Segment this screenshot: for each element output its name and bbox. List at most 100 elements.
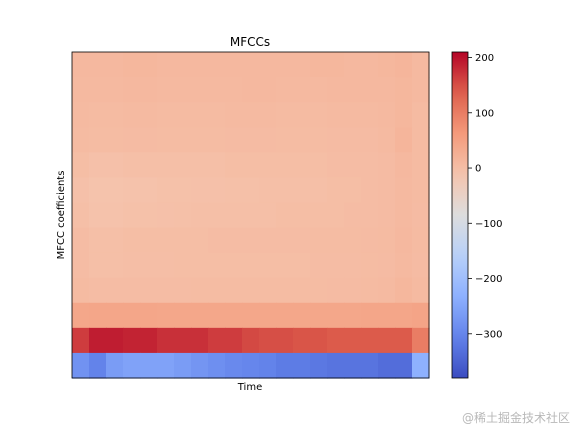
heatmap-cell — [361, 102, 379, 128]
heatmap-cell — [276, 52, 294, 78]
heatmap-cell — [123, 327, 141, 354]
heatmap-cell — [72, 352, 90, 379]
colorbar-tick-label: −200 — [475, 274, 502, 285]
heatmap-cell — [310, 102, 328, 128]
heatmap-cell — [72, 202, 90, 229]
heatmap-cell — [327, 77, 345, 103]
heatmap-cell — [361, 327, 379, 354]
heatmap-cell — [208, 102, 226, 128]
heatmap-cell — [208, 352, 226, 379]
heatmap-cell — [191, 202, 209, 229]
heatmap-cell — [378, 52, 396, 78]
heatmap-cell — [89, 202, 107, 229]
heatmap-cell — [327, 102, 345, 128]
heatmap-cell — [327, 227, 345, 254]
heatmap-cell — [395, 52, 413, 78]
heatmap-cell — [174, 252, 192, 279]
heatmap-cell — [276, 102, 294, 128]
heatmap-cell — [293, 327, 311, 354]
heatmap-cell — [395, 252, 413, 279]
heatmap-cell — [225, 77, 243, 103]
heatmap-cell — [174, 352, 192, 379]
heatmap-cell — [293, 52, 311, 78]
heatmap-cell — [242, 77, 260, 103]
heatmap-cell — [89, 227, 107, 254]
heatmap-cell — [242, 152, 260, 178]
heatmap-cell — [412, 302, 430, 329]
heatmap-cell — [140, 302, 158, 329]
heatmap-cell — [106, 77, 124, 103]
heatmap-cell — [72, 127, 90, 153]
heatmap-cell — [123, 277, 141, 304]
heatmap-cell — [208, 227, 226, 254]
heatmap-cell — [361, 277, 379, 304]
heatmap-cell — [89, 127, 107, 153]
heatmap-cell — [276, 352, 294, 379]
heatmap-cell — [293, 277, 311, 304]
heatmap-cell — [310, 127, 328, 153]
heatmap-cell — [89, 177, 107, 204]
heatmap-cell — [106, 52, 124, 78]
colorbar-tick-label: 100 — [475, 108, 494, 119]
heatmap-cell — [157, 52, 175, 78]
heatmap-cell — [225, 277, 243, 304]
heatmap-cell — [378, 352, 396, 379]
heatmap-cell — [242, 352, 260, 379]
heatmap-cell — [208, 327, 226, 354]
heatmap-cell — [72, 327, 90, 354]
heatmap-cell — [89, 152, 107, 178]
heatmap-cell — [259, 152, 277, 178]
heatmap-cell — [293, 302, 311, 329]
heatmap-cell — [191, 277, 209, 304]
heatmap-cell — [225, 52, 243, 78]
heatmap-cell — [293, 202, 311, 229]
heatmap-cell — [140, 127, 158, 153]
heatmap-cell — [191, 177, 209, 204]
heatmap-cell — [174, 127, 192, 153]
heatmap-cell — [276, 177, 294, 204]
heatmap-cell — [293, 152, 311, 178]
heatmap-cell — [361, 352, 379, 379]
heatmap-cell — [89, 252, 107, 279]
heatmap-cell — [276, 202, 294, 229]
heatmap-cell — [208, 152, 226, 178]
heatmap-cell — [72, 227, 90, 254]
heatmap-cell — [344, 202, 362, 229]
heatmap-cell — [395, 227, 413, 254]
heatmap-cell — [106, 302, 124, 329]
heatmap-cell — [157, 202, 175, 229]
heatmap-cell — [225, 327, 243, 354]
heatmap-cell — [259, 277, 277, 304]
heatmap-cell — [225, 227, 243, 254]
heatmap-cell — [72, 252, 90, 279]
heatmap-cell — [293, 102, 311, 128]
heatmap-cell — [208, 252, 226, 279]
heatmap-cell — [72, 277, 90, 304]
heatmap-cell — [395, 302, 413, 329]
heatmap-cell — [310, 227, 328, 254]
heatmap-cell — [225, 102, 243, 128]
heatmap-cell — [412, 327, 430, 354]
heatmap-cell — [412, 177, 430, 204]
heatmap-cell — [259, 102, 277, 128]
heatmap-cell — [225, 352, 243, 379]
heatmap-cell — [310, 277, 328, 304]
heatmap-cell — [89, 102, 107, 128]
heatmap-cell — [259, 177, 277, 204]
heatmap-cell — [395, 277, 413, 304]
heatmap-cell — [242, 227, 260, 254]
heatmap-cell — [123, 227, 141, 254]
heatmap-cell — [123, 177, 141, 204]
heatmap-cell — [225, 127, 243, 153]
heatmap-cell — [106, 152, 124, 178]
heatmap-cell — [174, 227, 192, 254]
heatmap-cell — [412, 127, 430, 153]
heatmap-cell — [174, 152, 192, 178]
heatmap-cell — [276, 327, 294, 354]
heatmap-cell — [259, 252, 277, 279]
heatmap-cell — [378, 277, 396, 304]
heatmap-cell — [106, 252, 124, 279]
heatmap-cell — [140, 227, 158, 254]
heatmap-cell — [106, 202, 124, 229]
heatmap-cell — [395, 202, 413, 229]
